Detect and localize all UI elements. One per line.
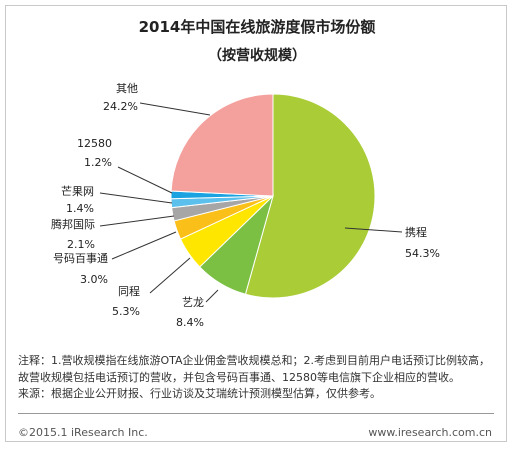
leader-line: [117, 166, 173, 194]
slice-value-label: 8.4%: [176, 316, 204, 329]
slice-value-label: 1.2%: [84, 156, 112, 169]
pie-slice: [244, 93, 376, 299]
footer-website: www.iresearch.com.cn: [368, 426, 492, 439]
chart-subtitle: （按营收规模）: [208, 48, 306, 64]
slice-value-label: 24.2%: [103, 100, 138, 113]
slice-name-label: 艺龙: [182, 296, 204, 309]
leader-line: [99, 215, 175, 227]
slice-name-label: 腾邦国际: [51, 217, 95, 231]
chart-source: 来源：根据企业公开财报、行业访谈及艾瑞统计预测模型估算，仅供参考。: [18, 387, 381, 400]
slice-name-label: 12580: [77, 137, 112, 150]
slice-name-label: 号码百事通: [53, 252, 108, 265]
chart-title: 2014年中国在线旅游度假市场份额: [138, 18, 376, 36]
slice-name-label: 芒果网: [61, 185, 94, 198]
slice-name-label: 携程: [405, 225, 427, 239]
leader-line: [149, 257, 191, 294]
leader-line: [344, 227, 403, 233]
footer-copyright: ©2015.1 iResearch Inc.: [18, 426, 148, 439]
slice-value-label: 5.3%: [112, 305, 140, 318]
pie-slice: [170, 93, 274, 197]
slice-name-label: 其他: [116, 82, 138, 95]
leader-line: [205, 289, 219, 303]
chart-note: 注释：1.营收规模指在线旅游OTA企业佣金营收规模总和；2.考虑到目前用户电话预…: [18, 354, 491, 384]
slice-value-label: 1.4%: [66, 202, 94, 215]
leader-line: [111, 231, 177, 260]
slice-value-label: 3.0%: [80, 273, 108, 286]
slice-value-label: 54.3%: [405, 247, 440, 260]
leader-line: [139, 102, 211, 116]
slice-value-label: 2.1%: [67, 238, 95, 251]
footer-divider: [18, 413, 494, 414]
leader-line: [99, 192, 173, 204]
slice-name-label: 同程: [118, 285, 140, 298]
